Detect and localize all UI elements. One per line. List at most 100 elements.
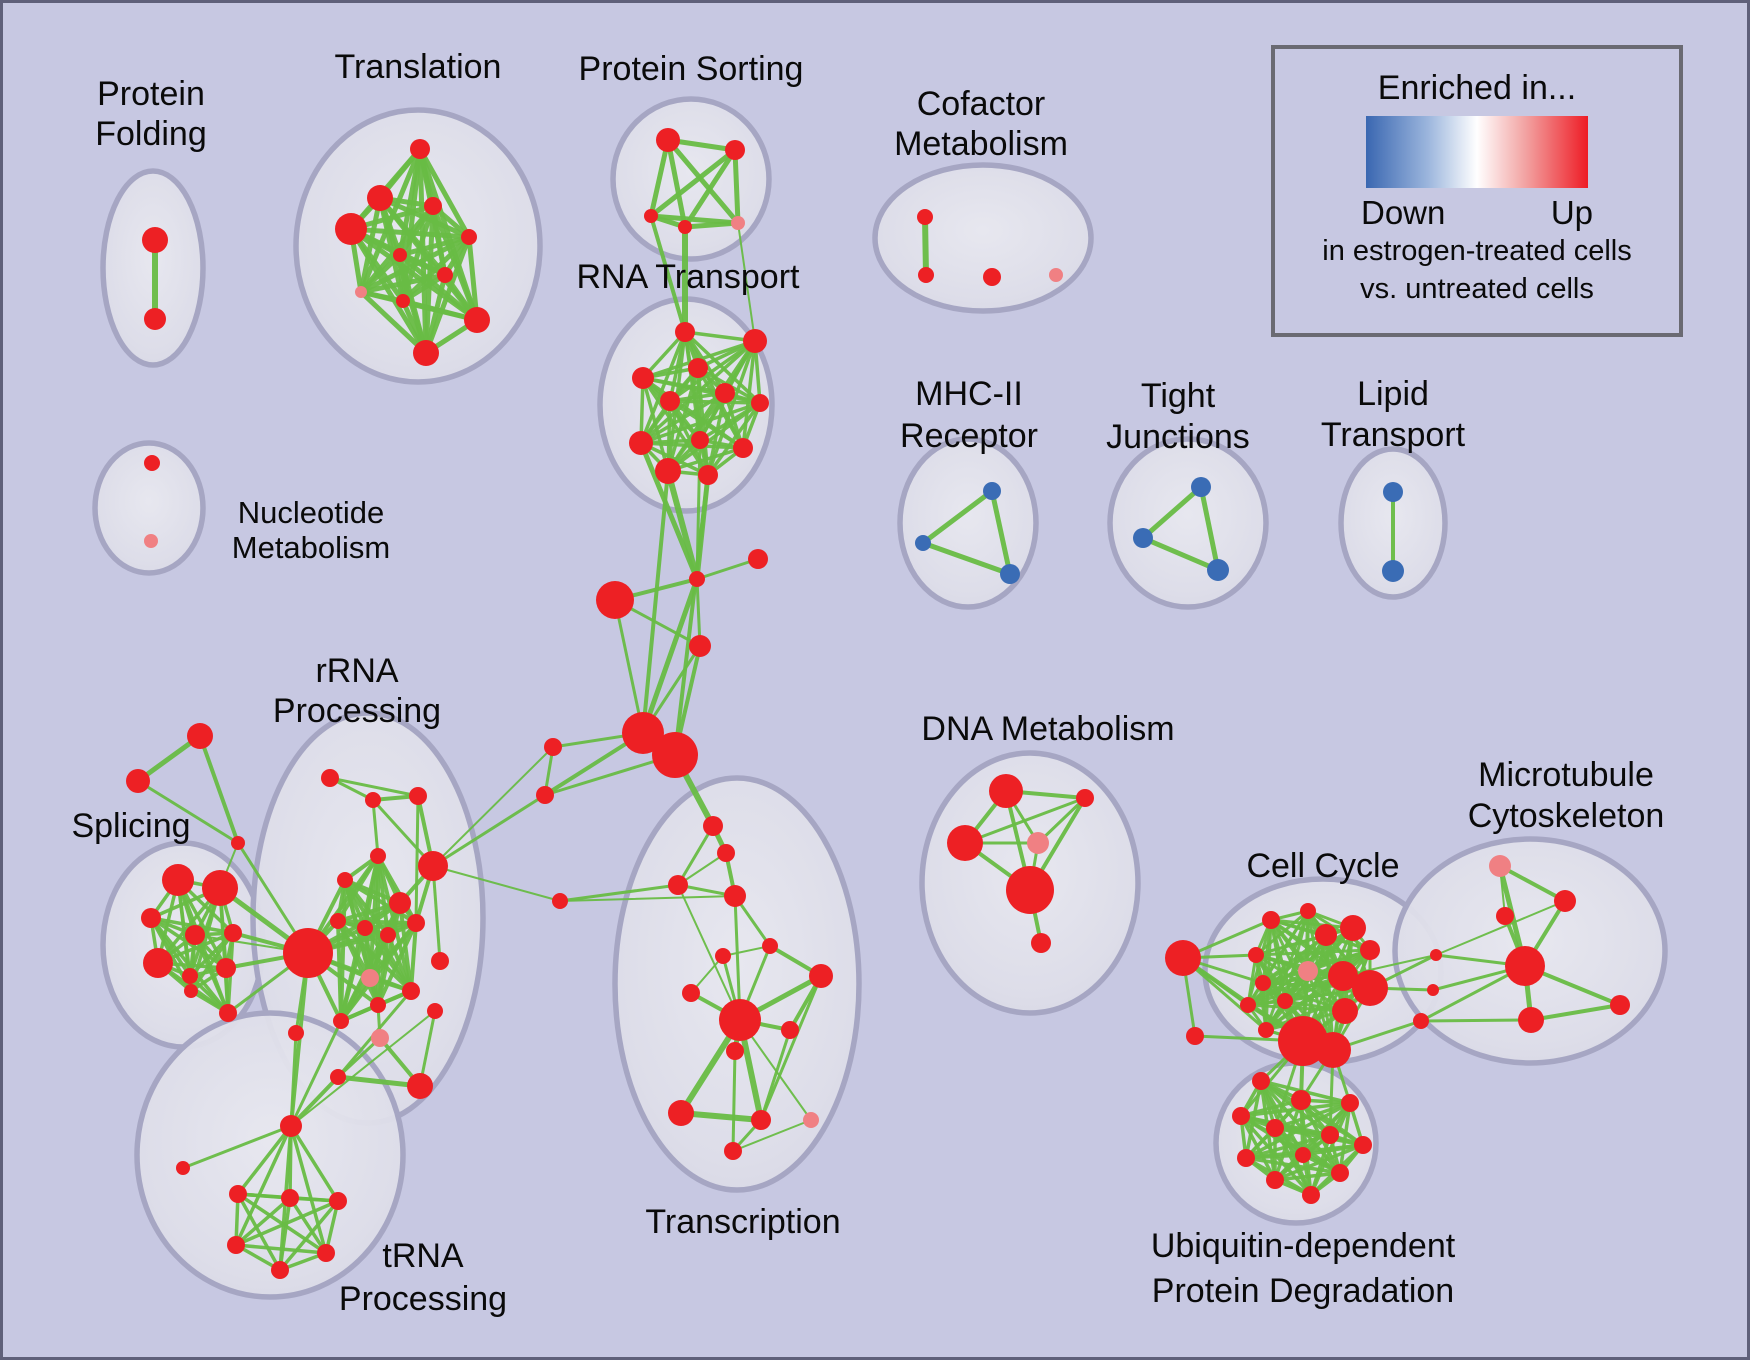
- node-ub9[interactable]: [1295, 1147, 1311, 1163]
- node-mt5[interactable]: [1518, 1007, 1544, 1033]
- node-mh1[interactable]: [983, 482, 1001, 500]
- node-cc8[interactable]: [1298, 961, 1318, 981]
- node-ps3[interactable]: [644, 209, 658, 223]
- node-dm5[interactable]: [1006, 866, 1054, 914]
- node-t2[interactable]: [717, 844, 735, 862]
- node-sp10[interactable]: [219, 1004, 237, 1022]
- node-t3[interactable]: [668, 875, 688, 895]
- node-ub2[interactable]: [1291, 1090, 1311, 1110]
- node-rt3[interactable]: [688, 358, 708, 378]
- node-ub12[interactable]: [1302, 1186, 1320, 1204]
- node-sp4[interactable]: [185, 925, 205, 945]
- node-tj2[interactable]: [1133, 528, 1153, 548]
- node-cc9[interactable]: [1248, 947, 1264, 963]
- node-dm3[interactable]: [947, 825, 983, 861]
- node-c4[interactable]: [689, 635, 711, 657]
- node-tr7[interactable]: [437, 267, 453, 283]
- node-rr14[interactable]: [370, 997, 386, 1013]
- node-rr1[interactable]: [321, 769, 339, 787]
- node-tr4[interactable]: [424, 197, 442, 215]
- node-sp1[interactable]: [162, 864, 194, 896]
- node-cc5[interactable]: [1315, 924, 1337, 946]
- node-ps5[interactable]: [731, 216, 745, 230]
- node-cc3[interactable]: [1262, 911, 1280, 929]
- node-ub5[interactable]: [1266, 1119, 1284, 1137]
- node-t4[interactable]: [724, 885, 746, 907]
- node-ub4[interactable]: [1232, 1107, 1250, 1125]
- node-tj3[interactable]: [1207, 559, 1229, 581]
- node-rr8[interactable]: [357, 920, 373, 936]
- node-cm4[interactable]: [1049, 268, 1063, 282]
- node-rr16[interactable]: [333, 1013, 349, 1029]
- node-ub10[interactable]: [1331, 1164, 1349, 1182]
- node-pf1[interactable]: [142, 227, 168, 253]
- node-cc14[interactable]: [1352, 970, 1388, 1006]
- node-t15[interactable]: [724, 1142, 742, 1160]
- node-cc16[interactable]: [1258, 1022, 1274, 1038]
- node-th2[interactable]: [652, 732, 698, 778]
- node-mh2[interactable]: [915, 535, 931, 551]
- node-tr3[interactable]: [367, 185, 393, 211]
- node-tr11[interactable]: [413, 340, 439, 366]
- node-rt10[interactable]: [733, 438, 753, 458]
- node-rrD[interactable]: [371, 1029, 389, 1047]
- node-t14[interactable]: [803, 1112, 819, 1128]
- node-ccH2[interactable]: [1315, 1032, 1351, 1068]
- node-tr2[interactable]: [335, 213, 367, 245]
- node-rt2[interactable]: [743, 329, 767, 353]
- node-mt2[interactable]: [1554, 890, 1576, 912]
- node-rt1[interactable]: [675, 322, 695, 342]
- node-rr17[interactable]: [288, 1025, 304, 1041]
- node-rr12[interactable]: [361, 969, 379, 987]
- node-tr9[interactable]: [396, 294, 410, 308]
- node-tr1[interactable]: [410, 139, 430, 159]
- node-tr6[interactable]: [393, 248, 407, 262]
- node-mt6[interactable]: [1610, 995, 1630, 1015]
- node-lt2[interactable]: [1382, 560, 1404, 582]
- node-rr6[interactable]: [389, 892, 411, 914]
- node-dm2[interactable]: [1076, 789, 1094, 807]
- node-lt1[interactable]: [1383, 482, 1403, 502]
- node-ub6[interactable]: [1321, 1126, 1339, 1144]
- node-ps4[interactable]: [678, 220, 692, 234]
- node-c2[interactable]: [748, 549, 768, 569]
- node-sp6[interactable]: [143, 948, 173, 978]
- node-sp8[interactable]: [216, 958, 236, 978]
- node-cc11[interactable]: [1277, 993, 1293, 1009]
- node-mtB[interactable]: [1505, 946, 1545, 986]
- node-sp9[interactable]: [184, 984, 198, 998]
- node-sp7[interactable]: [182, 968, 198, 984]
- node-x3[interactable]: [231, 836, 245, 850]
- node-rr5[interactable]: [337, 872, 353, 888]
- node-tn0[interactable]: [280, 1115, 302, 1137]
- node-nm2[interactable]: [144, 534, 158, 548]
- node-cc7[interactable]: [1360, 940, 1380, 960]
- node-t13[interactable]: [751, 1110, 771, 1130]
- node-mtc1[interactable]: [1430, 949, 1442, 961]
- node-tn7[interactable]: [271, 1261, 289, 1279]
- node-tn3[interactable]: [281, 1189, 299, 1207]
- node-c7[interactable]: [552, 893, 568, 909]
- node-ub11[interactable]: [1266, 1171, 1284, 1189]
- node-sp5[interactable]: [224, 924, 242, 942]
- node-rt11[interactable]: [655, 458, 681, 484]
- node-rr15[interactable]: [427, 1003, 443, 1019]
- node-t11[interactable]: [726, 1042, 744, 1060]
- node-rt4[interactable]: [632, 367, 654, 389]
- node-tn4[interactable]: [329, 1192, 347, 1210]
- node-mtc3[interactable]: [1413, 1013, 1429, 1029]
- node-t9[interactable]: [719, 999, 761, 1041]
- node-ub3[interactable]: [1341, 1094, 1359, 1112]
- node-t7[interactable]: [809, 964, 833, 988]
- node-tr10[interactable]: [464, 307, 490, 333]
- node-rt9[interactable]: [691, 431, 709, 449]
- node-t8[interactable]: [682, 984, 700, 1002]
- node-rt12[interactable]: [698, 465, 718, 485]
- node-rrH[interactable]: [283, 928, 333, 978]
- node-tj1[interactable]: [1191, 477, 1211, 497]
- node-ub1[interactable]: [1252, 1072, 1270, 1090]
- node-x2[interactable]: [126, 769, 150, 793]
- node-c5[interactable]: [544, 738, 562, 756]
- node-cm2[interactable]: [918, 267, 934, 283]
- node-dm6[interactable]: [1031, 933, 1051, 953]
